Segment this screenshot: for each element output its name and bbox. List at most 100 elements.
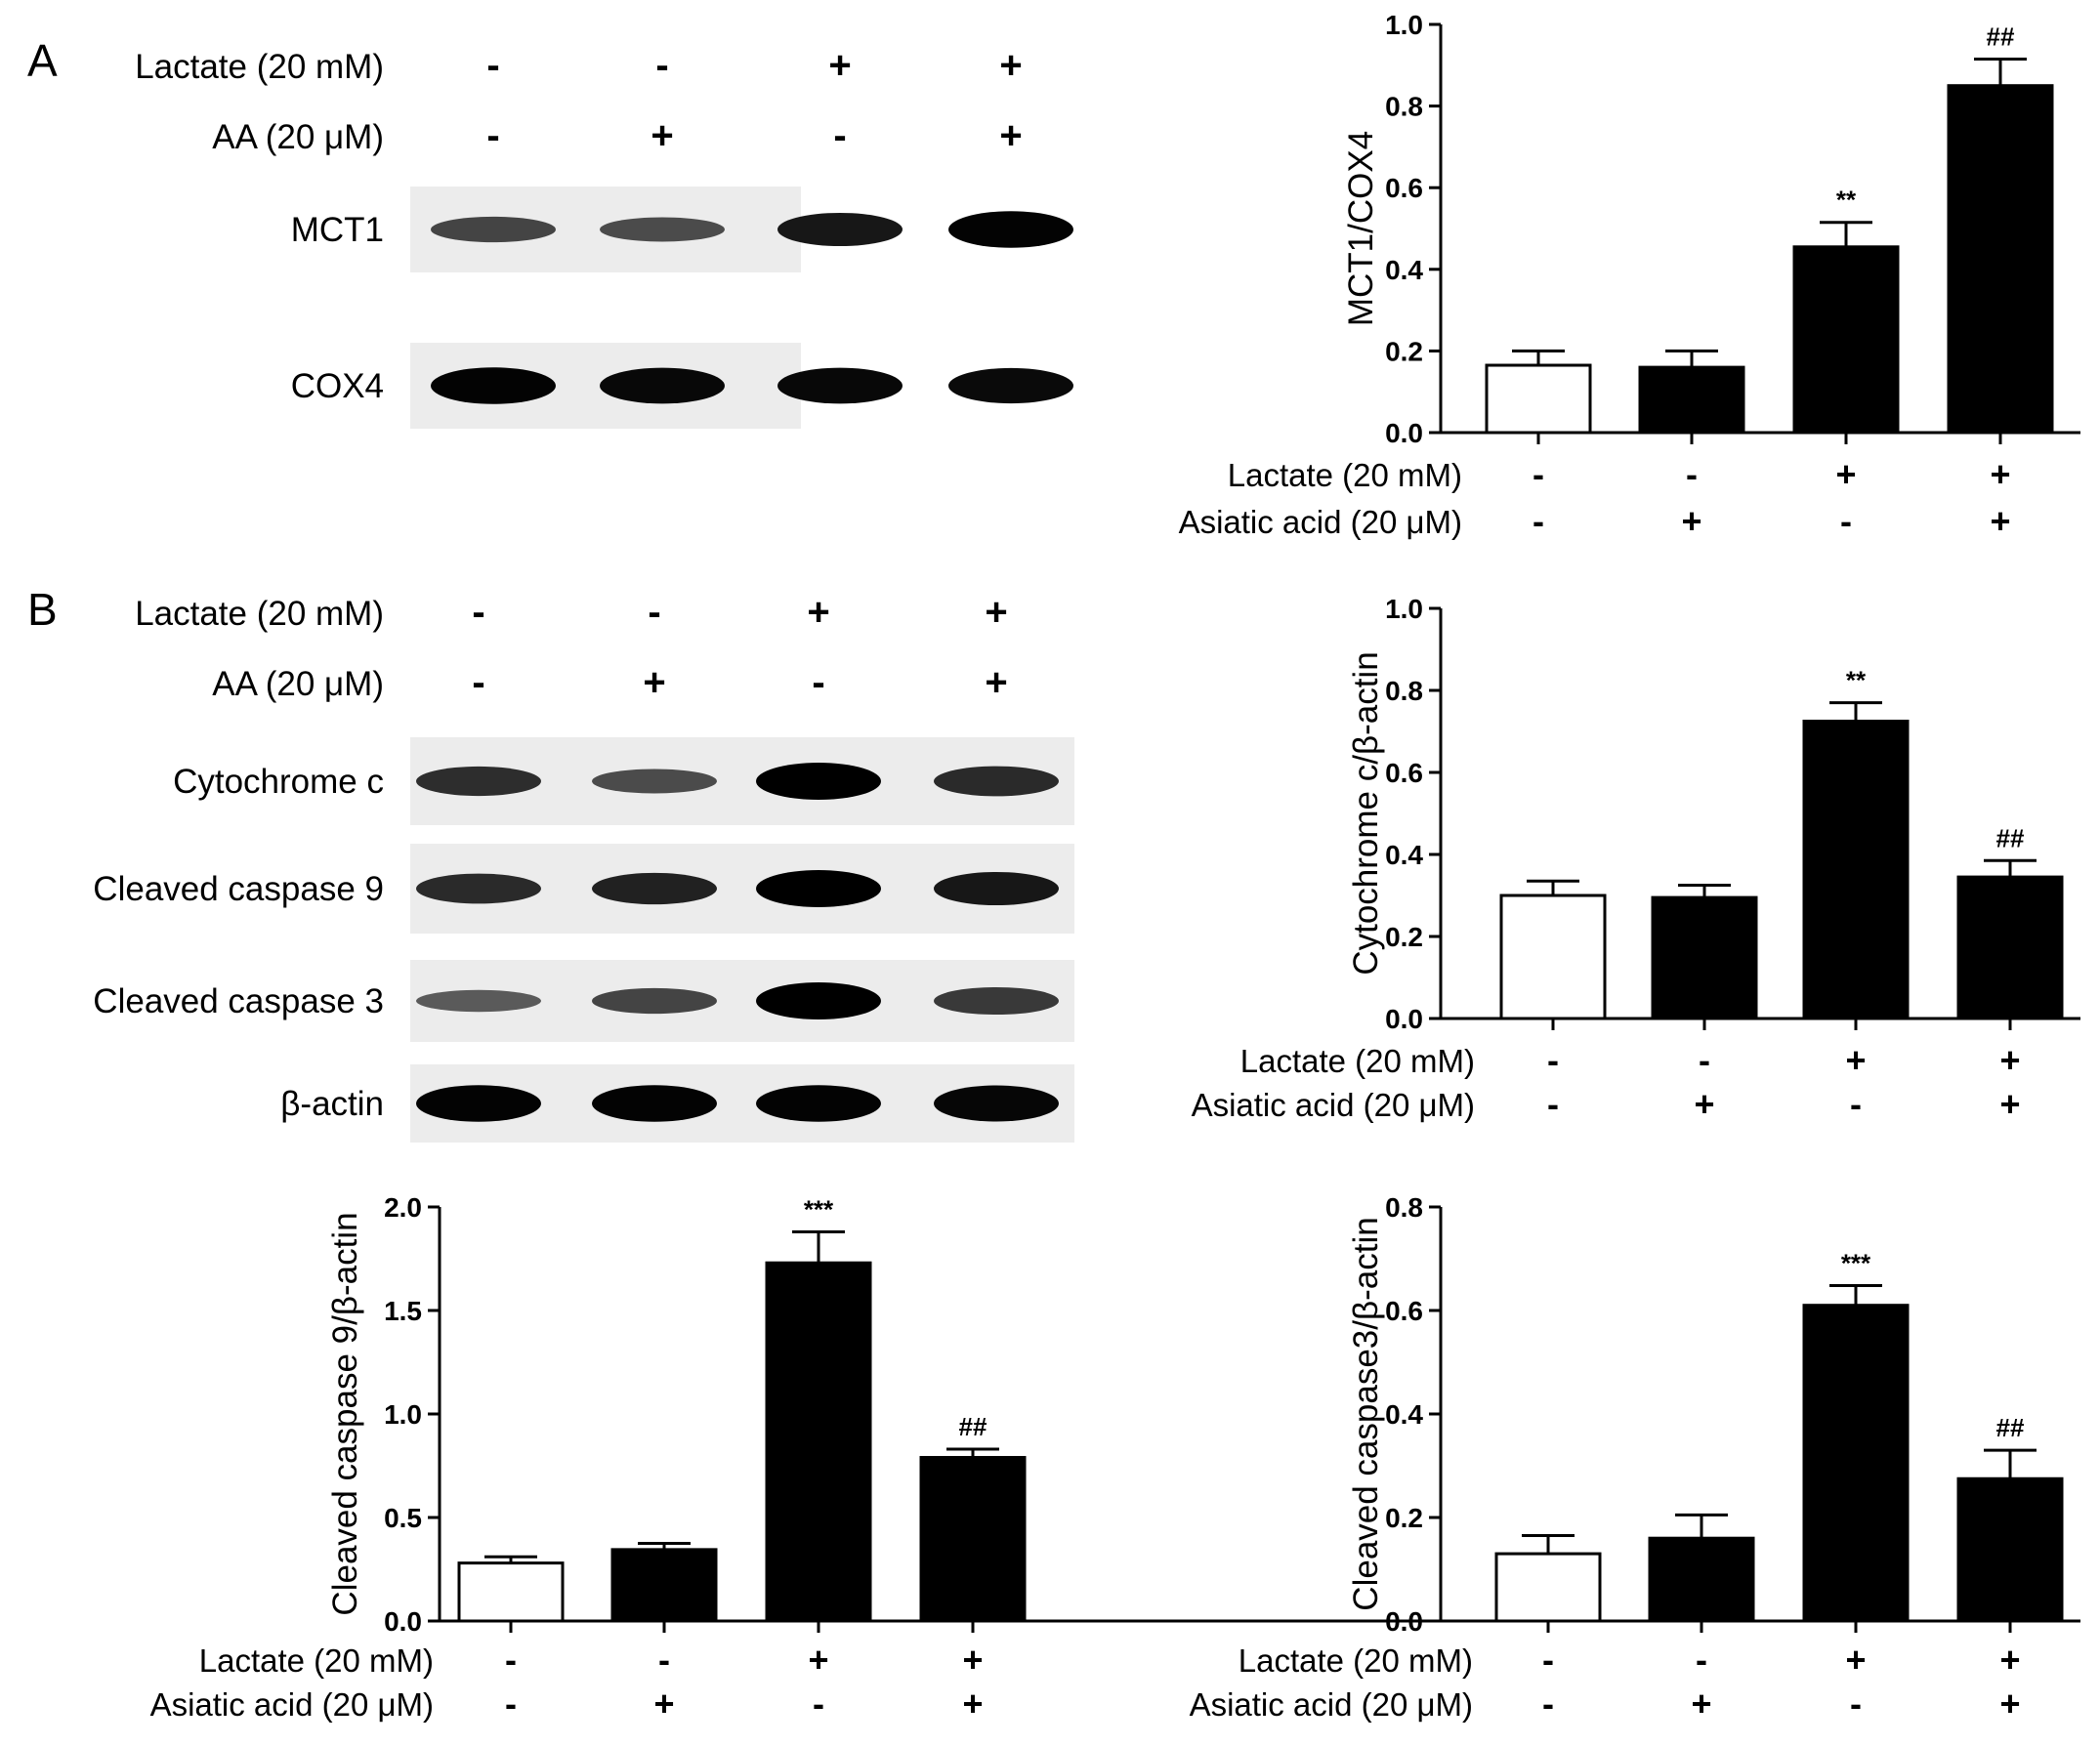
condition-sign: +: [1999, 1084, 2020, 1124]
condition-sign: +: [828, 44, 851, 87]
blot-band: [592, 1085, 717, 1122]
condition-label: Lactate (20 mM): [135, 595, 384, 633]
blot-band: [934, 986, 1059, 1016]
bar: [1638, 365, 1745, 435]
condition-sign: -: [1699, 1040, 1710, 1080]
condition-sign: +: [962, 1640, 983, 1680]
bar: [1485, 363, 1592, 435]
condition-sign: -: [812, 661, 824, 704]
condition-sign: +: [653, 1684, 674, 1724]
y-tick-label: 0.4: [1385, 1399, 1423, 1430]
condition-sign: +: [962, 1684, 983, 1724]
condition-sign: -: [655, 44, 668, 87]
condition-label: Lactate (20 mM): [199, 1642, 434, 1679]
blot-band: [431, 367, 556, 404]
blot-band: [592, 872, 717, 905]
condition-sign: -: [472, 591, 484, 634]
condition-sign: +: [1999, 1684, 2020, 1724]
y-tick-label: 1.0: [384, 1399, 422, 1430]
blot-band: [592, 769, 717, 794]
y-tick-label: 0.2: [1385, 922, 1423, 952]
condition-sign: +: [1694, 1084, 1714, 1124]
band-label: Cytochrome c: [173, 763, 384, 801]
condition-sign: -: [1850, 1684, 1862, 1724]
y-tick-label: 0.2: [1385, 336, 1423, 366]
condition-sign: -: [1542, 1640, 1554, 1680]
blot-band: [756, 982, 881, 1019]
condition-sign: -: [1840, 501, 1852, 541]
significance-mark: ***: [1841, 1249, 1871, 1278]
bar: [610, 1548, 718, 1623]
bar: [1651, 895, 1758, 1020]
condition-sign: -: [505, 1684, 517, 1724]
condition-sign: +: [985, 661, 1007, 704]
condition-sign: +: [807, 591, 829, 634]
significance-mark: **: [1836, 186, 1857, 215]
bar: [765, 1261, 872, 1623]
condition-sign: -: [648, 591, 660, 634]
significance-mark: **: [1846, 666, 1867, 695]
blot-band: [600, 217, 725, 242]
y-tick-label: 0.8: [1385, 92, 1423, 122]
blot-band: [948, 367, 1073, 404]
bar-chart-1: 0.0 0.2 0.4 0.6 0.8 1.0 MCT1/COX4 ** ## Lactate (…: [1179, 10, 2080, 541]
significance-mark: ##: [1996, 823, 2025, 852]
y-axis-label: MCT1/COX4: [1342, 131, 1380, 326]
condition-sign: +: [999, 114, 1022, 157]
condition-label: AA (20 μM): [212, 118, 384, 156]
bar: [1947, 84, 2054, 435]
condition-sign: -: [1533, 501, 1544, 541]
condition-sign: -: [1547, 1040, 1559, 1080]
condition-label: Asiatic acid (20 μM): [1179, 504, 1462, 540]
y-tick-label: 1.0: [1385, 594, 1423, 624]
panel-letter: B: [27, 584, 58, 635]
blot-band: [416, 766, 541, 797]
significance-mark: ##: [959, 1412, 987, 1441]
blot-band: [416, 873, 541, 904]
condition-sign: +: [1835, 454, 1856, 494]
condition-sign: +: [651, 114, 673, 157]
significance-mark: ##: [1987, 22, 2015, 52]
condition-sign: +: [643, 661, 665, 704]
blot-band: [416, 989, 541, 1013]
condition-label: Lactate (20 mM): [135, 48, 384, 86]
blot-band: [777, 367, 903, 404]
blot-panel-b: B Lactate (20 mM) - - + + AA (20 μM) - + - + Cytoch…: [27, 584, 1074, 1143]
blot-band: [777, 212, 903, 247]
y-tick-label: 0.5: [384, 1503, 422, 1533]
y-tick-label: 0.6: [1385, 173, 1423, 203]
condition-sign: -: [1696, 1640, 1707, 1680]
condition-sign: +: [808, 1640, 828, 1680]
condition-sign: +: [1681, 501, 1701, 541]
bar: [1499, 894, 1607, 1020]
blot-band: [592, 987, 717, 1015]
y-tick-label: 0.8: [1385, 1192, 1423, 1223]
condition-sign: +: [999, 44, 1022, 87]
blot-band: [934, 1085, 1059, 1122]
panel-letter: A: [27, 35, 58, 86]
condition-label: Lactate (20 mM): [1240, 1043, 1475, 1079]
condition-sign: -: [1542, 1684, 1554, 1724]
condition-label: Lactate (20 mM): [1228, 457, 1462, 493]
condition-sign: -: [1686, 454, 1698, 494]
bar: [1802, 720, 1910, 1020]
blot-band: [756, 763, 881, 800]
blot-band: [416, 1085, 541, 1122]
y-tick-label: 1.0: [1385, 10, 1423, 40]
condition-sign: +: [1691, 1684, 1711, 1724]
y-tick-label: 0.0: [384, 1606, 422, 1637]
bar: [919, 1456, 1027, 1623]
bar: [1494, 1552, 1602, 1623]
condition-sign: +: [1845, 1040, 1866, 1080]
condition-sign: -: [1850, 1084, 1862, 1124]
condition-sign: -: [1533, 454, 1544, 494]
bar: [1956, 1476, 2064, 1623]
condition-sign: +: [1990, 501, 2010, 541]
condition-label: Asiatic acid (20 μM): [1190, 1686, 1473, 1723]
y-tick-label: 2.0: [384, 1192, 422, 1223]
condition-sign: -: [486, 44, 499, 87]
band-label: Cleaved caspase 3: [93, 982, 384, 1020]
y-tick-label: 0.6: [1385, 758, 1423, 788]
